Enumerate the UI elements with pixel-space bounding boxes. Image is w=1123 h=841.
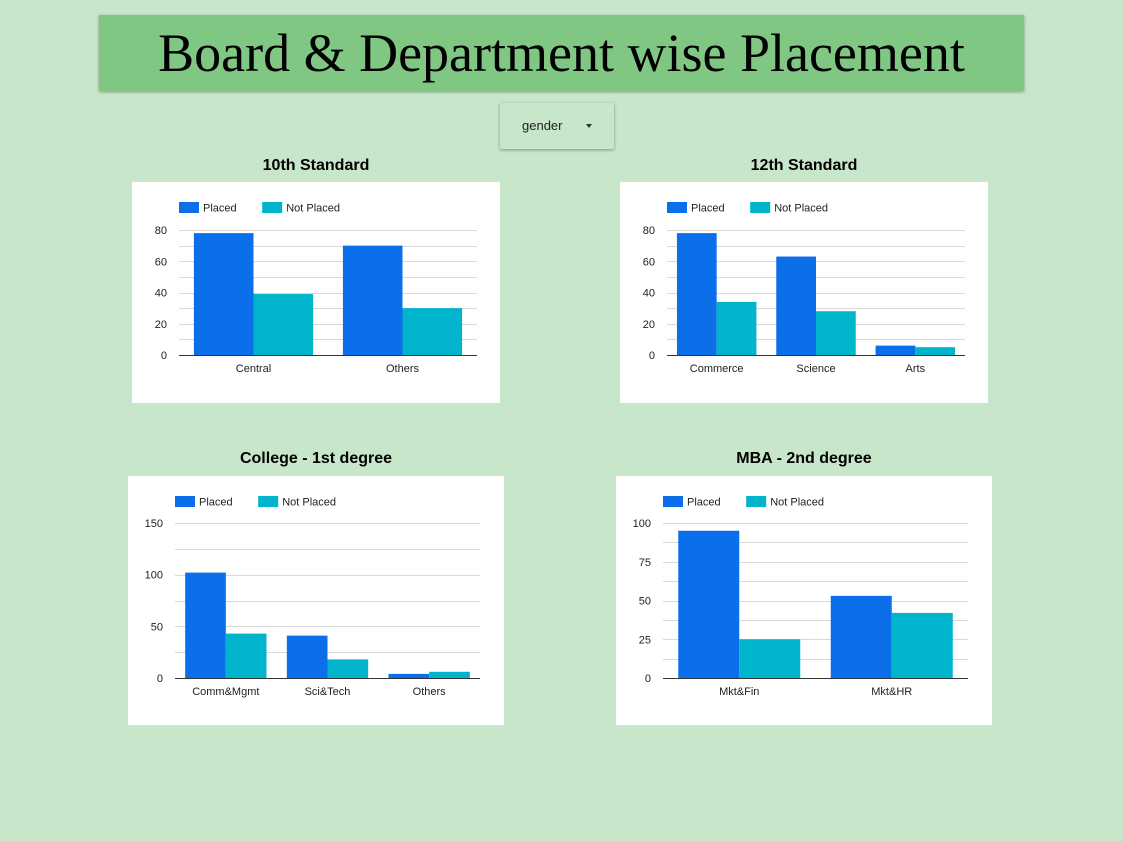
chart-college-1st-degree[interactable]: Placed Not Placed 0 50 100 150 Comm&Mgmt Sci&Te… <box>128 476 504 725</box>
x-tick-label-arts: Arts <box>906 363 926 375</box>
bar-central-not-placed <box>253 294 314 355</box>
legend-label-placed: Placed <box>687 497 721 509</box>
bar-others-not-placed <box>402 308 463 355</box>
bar-science-placed <box>776 256 816 355</box>
bar-comm-mgmt-placed <box>185 572 226 678</box>
bar-commerce-placed <box>676 233 717 355</box>
legend-label-placed: Placed <box>203 203 237 215</box>
gender-filter-dropdown[interactable]: gender <box>500 103 614 149</box>
legend-swatch-not-placed <box>746 496 767 507</box>
legend-swatch-not-placed <box>750 202 771 213</box>
x-tick-label-commerce: Commerce <box>690 363 744 375</box>
chart-title-mba-2nd-degree: MBA - 2nd degree <box>736 450 872 467</box>
y-tick-label: 25 <box>639 634 651 646</box>
legend-label-not-placed: Not Placed <box>282 497 336 509</box>
bar-others-placed <box>342 245 403 355</box>
chart-12th-standard[interactable]: Placed Not Placed 0 20 40 60 80 Commerce Science… <box>620 182 988 403</box>
legend-swatch-placed <box>663 496 683 507</box>
x-tick-label-central: Central <box>236 363 271 375</box>
bar-mkt-fin-not-placed <box>739 639 801 678</box>
x-tick-label-mkt-fin: Mkt&Fin <box>719 686 759 698</box>
legend-label-not-placed: Not Placed <box>286 203 340 215</box>
chart-mba-2nd-degree[interactable]: Placed Not Placed 0 25 50 75 100 Mkt&Fin Mkt&HR <box>616 476 992 725</box>
legend-label-not-placed: Not Placed <box>770 497 824 509</box>
y-tick-label: 80 <box>155 225 167 237</box>
bar-arts-placed <box>875 345 916 355</box>
y-tick-label: 0 <box>649 350 655 362</box>
dropdown-arrow-icon <box>586 124 592 128</box>
y-tick-label: 0 <box>157 673 163 685</box>
legend-label-placed: Placed <box>691 203 725 215</box>
bar-sci-tech-not-placed <box>327 659 369 678</box>
legend-swatch-placed <box>175 496 195 507</box>
y-tick-label: 0 <box>161 350 167 362</box>
bar-mkt-hr-not-placed <box>891 612 953 678</box>
y-tick-label: 40 <box>155 288 167 300</box>
bar-sci-tech-placed <box>286 635 328 678</box>
chart-title-10th-standard: 10th Standard <box>262 157 370 174</box>
y-tick-label: 50 <box>639 596 651 608</box>
chart-title-college-1st-degree: College - 1st degree <box>239 450 393 467</box>
x-tick-label-sci-tech: Sci&Tech <box>305 686 351 698</box>
y-tick-label: 100 <box>145 570 163 582</box>
bar-mkt-hr-placed <box>830 595 892 678</box>
legend-label-not-placed: Not Placed <box>774 203 828 215</box>
bar-others-not-placed <box>429 671 470 678</box>
legend-label-placed: Placed <box>199 497 233 509</box>
legend-swatch-not-placed <box>262 202 283 213</box>
y-tick-label: 60 <box>643 256 655 268</box>
x-tick-label-comm-mgmt: Comm&Mgmt <box>192 686 259 698</box>
chart-title-12th-standard: 12th Standard <box>750 157 858 174</box>
bar-arts-not-placed <box>915 347 956 355</box>
y-tick-label: 0 <box>645 673 651 685</box>
chart-10th-standard[interactable]: Placed Not Placed 0 20 40 60 80 Central Others <box>132 182 500 403</box>
x-tick-label-others: Others <box>413 686 447 698</box>
legend-swatch-not-placed <box>258 496 279 507</box>
legend-swatch-placed <box>667 202 687 213</box>
y-tick-label: 80 <box>643 225 655 237</box>
x-tick-label-others: Others <box>386 363 420 375</box>
bar-comm-mgmt-not-placed <box>225 633 267 678</box>
y-tick-label: 60 <box>155 256 167 268</box>
y-tick-label: 40 <box>643 288 655 300</box>
gender-filter-label: gender <box>522 118 563 133</box>
bar-science-not-placed <box>816 311 856 355</box>
bar-mkt-fin-placed <box>678 530 740 678</box>
y-tick-label: 100 <box>633 518 651 530</box>
page-header: Board & Department wise Placement <box>99 15 1024 91</box>
y-tick-label: 150 <box>145 518 163 530</box>
y-tick-label: 20 <box>643 319 655 331</box>
legend-swatch-placed <box>179 202 199 213</box>
x-tick-label-science: Science <box>796 363 835 375</box>
bar-others-placed <box>388 673 430 678</box>
bar-commerce-not-placed <box>716 301 757 355</box>
y-tick-label: 20 <box>155 319 167 331</box>
bar-central-placed <box>193 233 254 355</box>
x-tick-label-mkt-hr: Mkt&HR <box>871 686 912 698</box>
page-title: Board & Department wise Placement <box>158 23 965 83</box>
y-tick-label: 50 <box>151 621 163 633</box>
y-tick-label: 75 <box>639 557 651 569</box>
